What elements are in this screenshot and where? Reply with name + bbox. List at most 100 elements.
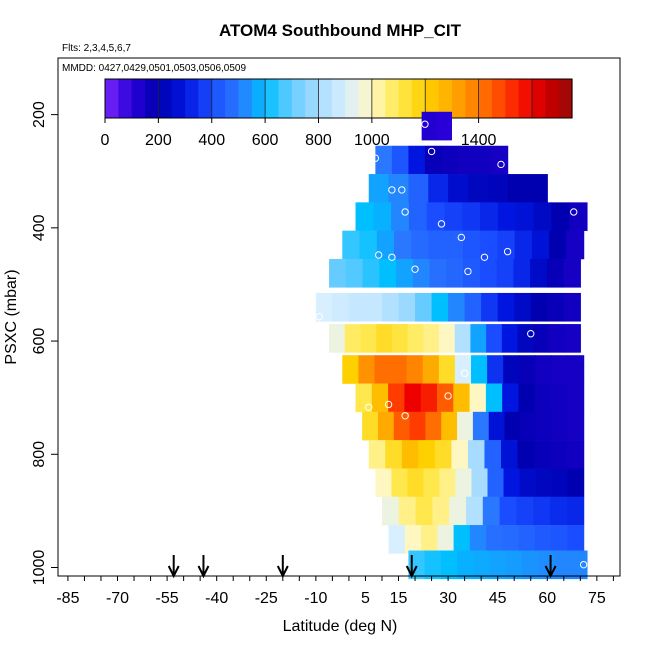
heatmap-cell: [444, 202, 463, 231]
heatmap-cell: [412, 258, 431, 288]
x-tick-label: -10: [304, 590, 327, 607]
heatmap-cell: [548, 324, 566, 353]
heatmap-cell: [551, 525, 568, 554]
heatmap-cell: [379, 258, 397, 288]
heatmap-cell: [466, 496, 484, 526]
heatmap-cell: [436, 111, 452, 141]
heatmap-cell: [516, 496, 534, 526]
heatmap-cell: [551, 202, 570, 231]
colorbar-tick-label: 200: [145, 132, 172, 149]
heatmap-cell: [472, 411, 490, 441]
heatmap-cell: [462, 230, 481, 260]
heatmap-cell: [355, 202, 374, 231]
heatmap-cell: [566, 230, 585, 260]
colorbar-cell: [265, 79, 280, 118]
heatmap-cell: [566, 496, 585, 526]
heatmap-cell: [457, 550, 474, 580]
heatmap-cell: [570, 550, 588, 580]
colorbar-cell: [331, 79, 346, 118]
sample-point: [374, 251, 383, 259]
heatmap-cell: [453, 525, 471, 554]
colorbar-cell: [131, 79, 146, 118]
heatmap-cell: [534, 383, 552, 413]
heatmap-cell: [480, 230, 499, 260]
heatmap-cell: [546, 258, 565, 288]
heatmap-cell: [332, 292, 350, 322]
heatmap-cell: [551, 468, 569, 498]
heatmap-cell: [533, 202, 552, 231]
heatmap-cell: [486, 525, 503, 554]
heatmap-cell: [504, 411, 521, 441]
heatmap-cell: [375, 145, 393, 175]
heatmap-cell: [406, 355, 424, 384]
heatmap-cell: [536, 411, 553, 441]
y-tick-label: 200: [31, 101, 48, 128]
heatmap-cell: [418, 440, 436, 469]
heatmap-cell: [519, 468, 537, 498]
flights-label: Flts: 2,3,4,5,6,7: [62, 43, 131, 54]
heatmap-cell: [457, 411, 474, 441]
heatmap-cell: [359, 230, 378, 260]
heatmap-cell: [423, 324, 440, 353]
heatmap-cell: [437, 525, 455, 554]
heatmap-cell: [391, 468, 409, 498]
heatmap-cell: [551, 355, 569, 384]
heatmap-cell: [502, 383, 520, 413]
colorbar-cell: [185, 79, 199, 118]
heatmap-cell: [471, 468, 489, 498]
heatmap-cell: [394, 230, 412, 260]
colorbar-tick-label: 400: [198, 132, 225, 149]
heatmap-cell: [404, 525, 422, 554]
y-tick-label: 600: [31, 328, 48, 355]
colorbar-frame: [104, 78, 573, 119]
colorbar-cell: [158, 79, 173, 118]
heatmap-cell: [445, 230, 464, 260]
heatmap-cell: [551, 411, 569, 441]
heatmap-cell: [407, 468, 425, 498]
colorbar-cell: [105, 79, 119, 118]
heatmap-cell: [428, 174, 449, 203]
heatmap-cell: [479, 258, 498, 288]
mmdd-label: MMDD: 0427,0429,0501,0503,0506,0509: [62, 63, 246, 74]
heatmap-cell: [454, 324, 472, 353]
heatmap-cell: [404, 383, 422, 413]
heatmap-cell: [424, 550, 442, 580]
colorbar-cell: [198, 79, 213, 118]
x-tick-label: -40: [205, 590, 228, 607]
heatmap-cell: [497, 292, 515, 322]
colorbar-cell: [238, 79, 253, 118]
sample-point: [527, 330, 535, 338]
heatmap-cell: [342, 230, 361, 260]
heatmap-cell: [502, 525, 520, 554]
heatmap-cell: [371, 383, 389, 413]
chart-title: ATOM4 Southbound MHP_CIT: [219, 21, 462, 40]
x-tick-label: 45: [489, 590, 507, 607]
heatmap-cell: [467, 440, 486, 469]
heatmap-cell: [411, 230, 430, 260]
heatmap-cell: [344, 324, 362, 353]
heatmap-cell: [448, 174, 469, 203]
heatmap-cell: [374, 355, 392, 384]
colorbar-cell: [545, 79, 560, 118]
sample-point: [460, 369, 469, 378]
x-tick-label: 15: [390, 590, 408, 607]
heatmap-cell: [530, 292, 548, 322]
heatmap-cell: [421, 111, 438, 141]
colorbar-tick-label: 800: [305, 132, 332, 149]
heatmap-cell: [408, 202, 428, 231]
heatmap-cell: [423, 468, 441, 498]
colorbar-cell: [385, 79, 400, 118]
sample-point: [401, 208, 409, 216]
heatmap-cell: [515, 202, 535, 231]
heatmap-cell: [441, 145, 459, 175]
y-tick-label: 1000: [31, 550, 48, 586]
heatmap-cell: [518, 525, 536, 554]
colorbar-cell: [438, 79, 453, 118]
colorbar-cell: [171, 79, 186, 118]
heatmap-cell: [422, 355, 440, 384]
heatmap-cell: [401, 440, 419, 469]
heatmap-cell: [385, 440, 403, 469]
heatmap-cell: [481, 292, 499, 322]
heatmap-cell: [535, 468, 553, 498]
heatmap-cell: [408, 174, 429, 203]
